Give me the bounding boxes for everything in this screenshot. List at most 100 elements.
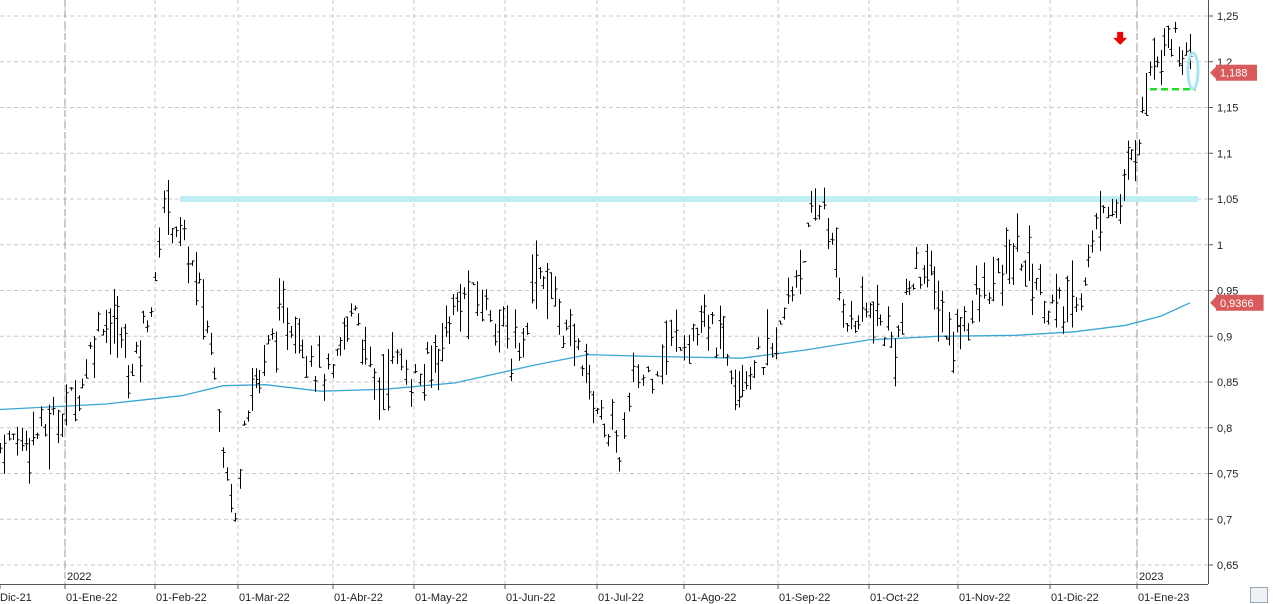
ohlc-bar	[886, 306, 891, 331]
ohlc-bar	[1137, 139, 1142, 156]
ohlc-bar	[849, 300, 854, 330]
ohlc-bar	[860, 276, 865, 322]
ohlc-bar	[790, 286, 795, 302]
ohlc-bar	[669, 319, 674, 347]
ohlc-bar	[233, 512, 238, 522]
ohlc-bar	[363, 326, 368, 365]
ohlc-bar	[353, 305, 358, 311]
moving-average-path	[0, 302, 1191, 411]
ohlc-bar	[92, 336, 97, 378]
ohlc-bar	[737, 371, 742, 408]
ohlc-bar	[1027, 225, 1032, 281]
ohlc-bar	[484, 289, 489, 311]
highlight-ellipse	[1186, 51, 1200, 91]
ohlc-bar	[451, 294, 456, 315]
ohlc-bar	[27, 438, 32, 484]
ohlc-bar	[409, 379, 414, 407]
ohlc-bar	[740, 364, 745, 397]
ohlc-bar	[1144, 72, 1149, 116]
ohlc-bar	[1140, 96, 1145, 114]
ohlc-bar	[729, 370, 734, 385]
x-tick-label: 01-Dic-22	[1051, 592, 1099, 604]
ohlc-bar	[922, 265, 927, 284]
ohlc-bar	[936, 280, 941, 342]
ohlc-bar	[1050, 294, 1055, 304]
ohlc-bar	[572, 323, 577, 367]
ohlc-bar	[932, 266, 937, 310]
x-tick-label: 01-Ene-22	[66, 592, 117, 604]
y-axis: 1,251,21,151,11,0510,950,90,850,80,750,7…	[1208, 0, 1238, 584]
moving-average-line	[0, 302, 1191, 411]
ohlc-bar	[335, 348, 340, 356]
moving-average-badge: 0,9366	[1210, 294, 1264, 311]
x-tick-label: 01-Abr-22	[334, 592, 383, 604]
ohlc-bar	[1180, 50, 1185, 75]
ohlc-bar	[595, 408, 600, 414]
x-tick-label: 01-Feb-22	[156, 592, 207, 604]
ohlc-bar	[119, 327, 124, 348]
ohlc-bar	[826, 218, 831, 250]
ohlc-bar	[458, 283, 463, 332]
ohlc-bar	[955, 309, 960, 333]
ohlc-bar	[564, 319, 569, 331]
ohlc-bar	[752, 360, 757, 378]
ohlc-bar	[1129, 149, 1134, 161]
ohlc-bar	[974, 265, 979, 295]
ohlc-bar	[404, 359, 409, 385]
ohlc-bar	[893, 338, 898, 387]
ohlc-bar	[262, 344, 267, 376]
badge-pointer	[1210, 66, 1216, 79]
ohlc-bar	[238, 469, 243, 489]
ohlc-bar	[748, 366, 753, 390]
ohlc-bar	[246, 410, 251, 422]
ohlc-bar	[108, 308, 113, 355]
ohlc-bar	[940, 290, 945, 333]
ohlc-bar	[841, 299, 846, 328]
ohlc-bar	[882, 337, 887, 347]
ohlc-bar	[904, 278, 909, 295]
ohlc-bar	[313, 375, 318, 392]
badge-box	[1216, 294, 1264, 311]
ohlc-bar	[221, 447, 226, 468]
x-tick-label: 01-Jul-22	[598, 592, 644, 604]
ohlc-bar	[115, 295, 120, 358]
ohlc-bar	[31, 411, 36, 446]
ohlc-bar	[561, 335, 566, 349]
ohlc-bar	[744, 371, 749, 390]
ohlc-bar	[182, 219, 187, 241]
ohlc-bar	[372, 368, 377, 400]
ohlc-bar	[996, 258, 1001, 274]
ohlc-bar	[695, 327, 700, 346]
y-tick-label: 0,9	[1217, 331, 1232, 343]
x-tick-label: 01-Oct-22	[870, 592, 919, 604]
ohlc-bar	[433, 334, 438, 373]
ohlc-bar	[1054, 273, 1059, 328]
ohlc-bar	[422, 364, 427, 401]
ohlc-bar	[1101, 205, 1106, 214]
ohlc-bar	[541, 276, 546, 289]
ohlc-bar	[149, 307, 154, 317]
ohlc-bar	[1046, 310, 1051, 325]
ohlc-bar	[721, 316, 726, 359]
ohlc-bar	[413, 363, 418, 374]
ohlc-bar	[304, 355, 309, 378]
chart-toggle-button[interactable]	[1250, 587, 1268, 603]
ohlc-bar	[822, 187, 827, 210]
ohlc-bar	[162, 190, 167, 214]
ohlc-bar	[39, 406, 44, 427]
ohlc-bar	[47, 404, 52, 470]
ohlc-bar	[205, 320, 210, 334]
ohlc-bar	[557, 298, 562, 335]
ohlc-bar	[1122, 169, 1127, 201]
ohlc-bar	[1148, 61, 1153, 76]
ohlc-bar	[138, 340, 143, 383]
ohlc-bar	[911, 283, 916, 290]
ohlc-bar	[534, 240, 539, 310]
ohlc-bar	[513, 309, 518, 349]
ohlc-bar	[64, 384, 69, 426]
ohlc-bar	[1079, 293, 1084, 311]
ohlc-bar	[455, 292, 460, 312]
ohlc-bar	[317, 335, 322, 368]
ohlc-bar	[925, 244, 930, 288]
